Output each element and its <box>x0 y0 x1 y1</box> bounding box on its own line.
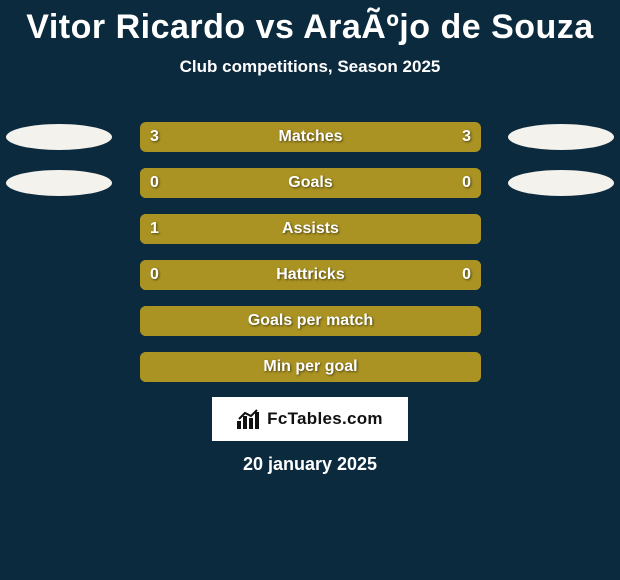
stat-row: 1Assists <box>0 214 620 244</box>
stat-bar: 1Assists <box>140 214 481 244</box>
team-badge-left <box>6 124 112 150</box>
stat-bar: 00Goals <box>140 168 481 198</box>
stat-bar: 33Matches <box>140 122 481 152</box>
team-badge-right <box>508 124 614 150</box>
stat-bar: Min per goal <box>140 352 481 382</box>
stat-row: 00Goals <box>0 168 620 198</box>
page-title: Vitor Ricardo vs AraÃºjo de Souza <box>0 0 620 47</box>
stat-bar: 00Hattricks <box>140 260 481 290</box>
stat-bar-left <box>140 306 481 336</box>
page-subtitle: Club competitions, Season 2025 <box>0 57 620 77</box>
date-text: 20 january 2025 <box>0 454 620 475</box>
stat-bar-left <box>140 168 481 198</box>
team-badge-right <box>508 170 614 196</box>
stat-row: Goals per match <box>0 306 620 336</box>
stat-bar-left <box>140 214 481 244</box>
stat-row: Min per goal <box>0 352 620 382</box>
brand-chart-icon <box>237 409 261 429</box>
stat-bar-left <box>140 122 311 152</box>
stat-bar-left <box>140 260 481 290</box>
stat-bar-right <box>311 122 482 152</box>
stat-row: 00Hattricks <box>0 260 620 290</box>
stat-bar: Goals per match <box>140 306 481 336</box>
stat-rows: 33Matches 00Goals 1Assists 00Hattricks Goals… <box>0 122 620 398</box>
comparison-infographic: Vitor Ricardo vs AraÃºjo de Souza Club c… <box>0 0 620 580</box>
brand-text: FcTables.com <box>267 409 383 429</box>
stat-row: 33Matches <box>0 122 620 152</box>
stat-bar-left <box>140 352 481 382</box>
brand-badge: FcTables.com <box>212 397 408 441</box>
team-badge-left <box>6 170 112 196</box>
